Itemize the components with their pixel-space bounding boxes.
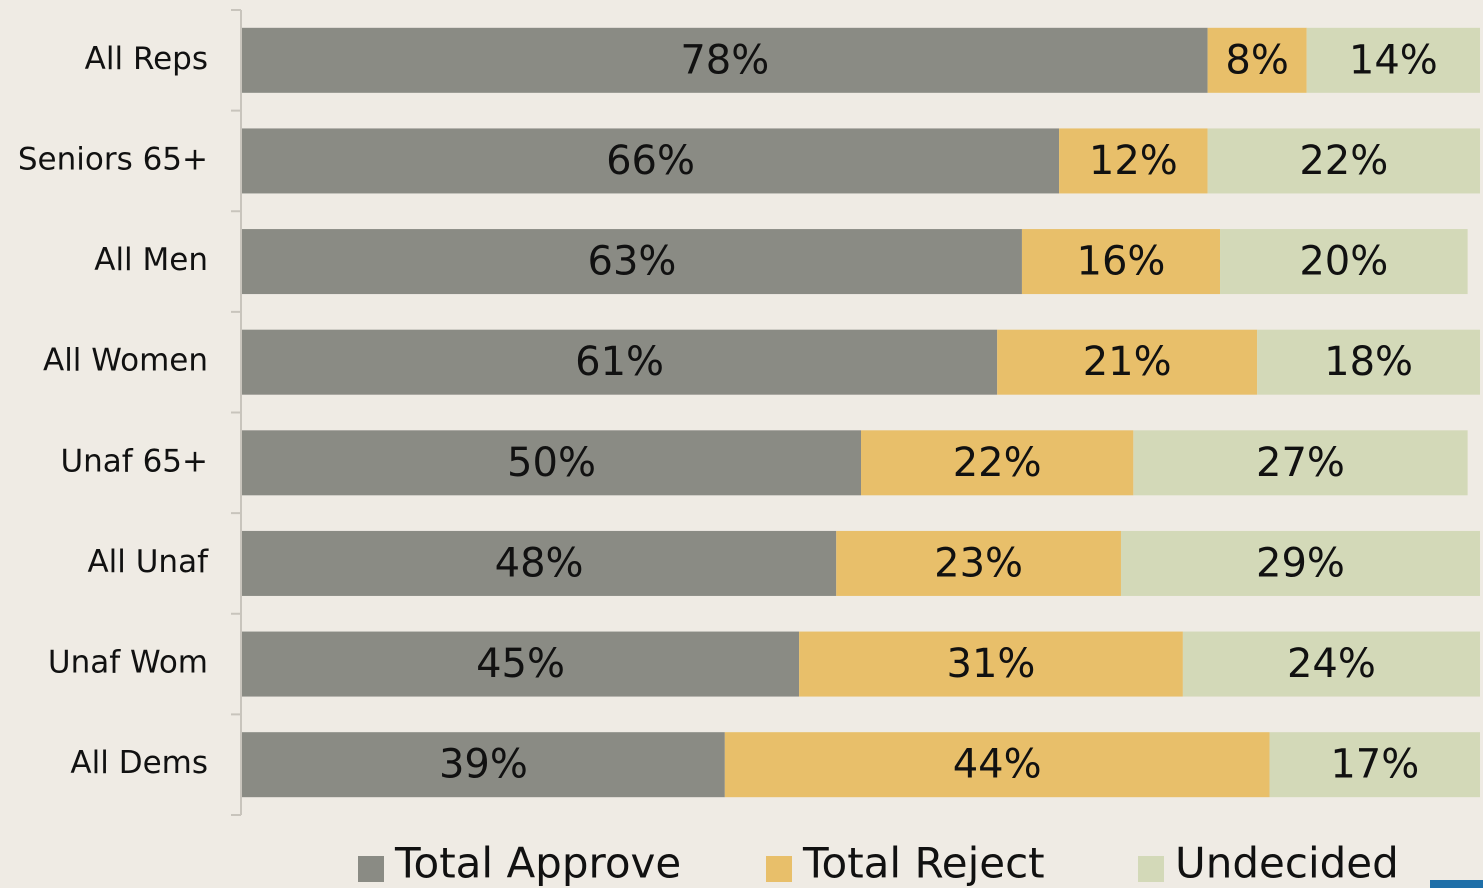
y-tick-label: All Women bbox=[43, 343, 208, 379]
data-label: 50% bbox=[507, 440, 596, 486]
bar-segment bbox=[1257, 329, 1480, 395]
bar-segment bbox=[242, 329, 998, 395]
bar-segment bbox=[997, 329, 1258, 395]
data-label: 18% bbox=[1324, 339, 1413, 385]
bar-segment bbox=[836, 530, 1121, 596]
y-tick-label: All Dems bbox=[70, 745, 208, 781]
bar-segment bbox=[1133, 430, 1468, 496]
data-label: 16% bbox=[1077, 239, 1166, 285]
bar-segment bbox=[1269, 732, 1480, 798]
bar-segment bbox=[1021, 229, 1221, 295]
data-label: 61% bbox=[575, 339, 664, 385]
data-label: 12% bbox=[1089, 138, 1178, 184]
y-tick-label: Unaf Wom bbox=[48, 645, 208, 681]
y-tick-label: All Unaf bbox=[87, 544, 209, 580]
bar-segment bbox=[242, 27, 1208, 93]
bar-segment bbox=[799, 631, 1183, 697]
bar-segment bbox=[724, 732, 1270, 798]
bar-segment bbox=[242, 430, 861, 496]
data-label: 31% bbox=[947, 641, 1036, 687]
y-tick-label: All Reps bbox=[85, 41, 208, 77]
data-label: 8% bbox=[1225, 37, 1288, 83]
data-label: 21% bbox=[1083, 339, 1172, 385]
data-label: 39% bbox=[439, 742, 528, 788]
data-label: 17% bbox=[1330, 742, 1419, 788]
data-label: 44% bbox=[953, 742, 1042, 788]
data-label: 48% bbox=[495, 540, 584, 586]
data-label: 22% bbox=[953, 440, 1042, 486]
bar-segment bbox=[1059, 128, 1208, 194]
bar-segment bbox=[242, 631, 800, 697]
legend-label: Total Approve bbox=[394, 839, 681, 888]
bar-segment bbox=[861, 430, 1134, 496]
data-label: 63% bbox=[588, 239, 677, 285]
bar-segment bbox=[242, 732, 725, 798]
legend-swatch bbox=[766, 856, 792, 882]
y-tick-label: Seniors 65+ bbox=[18, 141, 208, 177]
data-label: 29% bbox=[1256, 540, 1345, 586]
data-label: 45% bbox=[476, 641, 565, 687]
data-label: 24% bbox=[1287, 641, 1376, 687]
corner-decoration bbox=[1430, 880, 1483, 888]
bar-segment bbox=[1306, 27, 1480, 93]
bar-segment bbox=[242, 128, 1060, 194]
bar-segment bbox=[242, 530, 837, 596]
data-label: 78% bbox=[680, 37, 769, 83]
bar-segment bbox=[1207, 128, 1480, 194]
y-tick-label: All Men bbox=[94, 242, 208, 278]
y-tick-label: Unaf 65+ bbox=[60, 443, 208, 479]
bar-segment bbox=[1207, 27, 1307, 93]
data-label: 66% bbox=[606, 138, 695, 184]
legend-swatch bbox=[1138, 856, 1164, 882]
legend-label: Undecided bbox=[1175, 839, 1399, 888]
bar-segment bbox=[242, 229, 1022, 295]
data-label: 20% bbox=[1299, 239, 1388, 285]
bar-segment bbox=[1182, 631, 1480, 697]
data-label: 27% bbox=[1256, 440, 1345, 486]
bar-segment bbox=[1120, 530, 1480, 596]
legend-label: Total Reject bbox=[802, 839, 1045, 888]
bar-segment bbox=[1220, 229, 1468, 295]
data-label: 14% bbox=[1349, 37, 1438, 83]
data-label: 23% bbox=[934, 540, 1023, 586]
data-label: 22% bbox=[1299, 138, 1388, 184]
legend-swatch bbox=[358, 856, 384, 882]
